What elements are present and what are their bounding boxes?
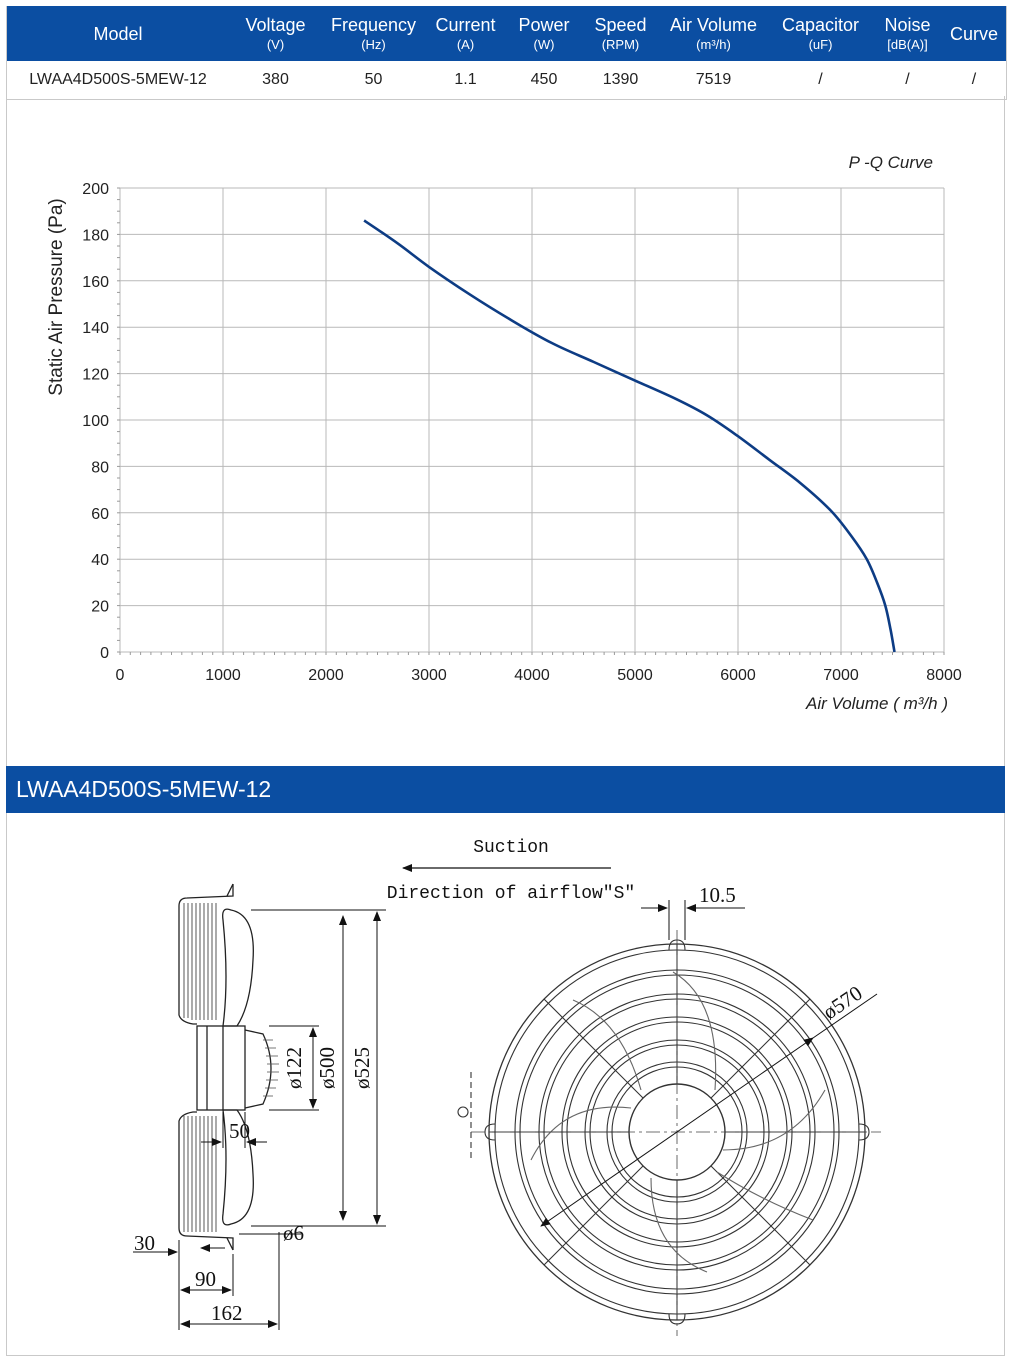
header-air-volume: Air Volume (m³/h) (669, 15, 758, 52)
cell-voltage: 380 (262, 71, 289, 88)
x-tick-label: 0 (116, 667, 125, 684)
dim-w50: 50 (229, 1119, 250, 1143)
dim-d6: ø6 (283, 1221, 304, 1245)
pq-curve-line (363, 219, 896, 653)
y-tick-label: 80 (91, 459, 109, 476)
dimension-drawing-panel: Suction Direction of airflow"S" (6, 813, 1005, 1356)
y-tick-label: 180 (82, 227, 109, 244)
y-tick-label: 200 (82, 181, 109, 198)
cell-model: LWAA4D500S-5MEW-12 (29, 71, 207, 88)
x-tick-label: 5000 (617, 667, 653, 684)
cell-noise: / (905, 71, 910, 88)
y-tick-label: 140 (82, 320, 109, 337)
y-tick-label: 160 (82, 274, 109, 291)
cell-current: 1.1 (454, 71, 477, 88)
chart-title: P -Q Curve (849, 153, 933, 172)
y-tick-label: 40 (91, 552, 109, 569)
header-curve: Curve (949, 23, 998, 44)
cell-frequency: 50 (364, 71, 383, 88)
x-tick-label: 1000 (205, 667, 241, 684)
x-tick-label: 6000 (720, 667, 756, 684)
dim-d122: ø122 (282, 1047, 306, 1089)
y-tick-label: 20 (91, 599, 109, 616)
x-tick-label: 8000 (926, 667, 962, 684)
y-tick-label: 100 (82, 413, 109, 430)
table-row: LWAA4D500S-5MEW-12 380 50 1.1 450 1390 7… (7, 61, 1006, 100)
dim-w90: 90 (195, 1267, 216, 1291)
header-voltage: Voltage (V) (245, 15, 306, 52)
header-noise: Noise [dB(A)] (884, 15, 931, 52)
header-speed: Speed (RPM) (594, 15, 647, 52)
x-tick-label: 4000 (514, 667, 550, 684)
x-tick-label: 7000 (823, 667, 859, 684)
section-title: LWAA4D500S-5MEW-12 (6, 766, 1005, 813)
dim-w10-5: 10.5 (699, 883, 736, 907)
y-tick-label: 60 (91, 506, 109, 523)
spec-table-header: Model Voltage (V) Frequency (Hz) Current (A… (7, 6, 1006, 61)
pq-chart-panel: 0 1000 2000 3000 4000 5000 6000 7000 8000 0 20 40 60… (6, 96, 1005, 766)
cell-power: 450 (530, 71, 558, 88)
dim-d500: ø500 (315, 1047, 339, 1089)
fan-side-view (178, 883, 279, 1251)
dim-d525: ø525 (350, 1047, 374, 1089)
x-tick-label: 2000 (308, 667, 344, 684)
airflow-direction-label: Direction of airflow"S" (387, 884, 635, 904)
cell-air-volume: 7519 (695, 71, 732, 88)
y-tick-label: 0 (100, 645, 109, 662)
cell-speed: 1390 (602, 71, 639, 88)
y-axis-title: Static Air Pressure (Pa) (46, 198, 67, 395)
header-frequency: Frequency (Hz) (330, 15, 417, 52)
header-model: Model (93, 23, 143, 44)
spec-table: Model Voltage (V) Frequency (Hz) Current (A… (6, 6, 1007, 100)
dim-w162: 162 (211, 1301, 243, 1325)
header-power: Power (W) (518, 15, 570, 52)
pq-chart: 0 1000 2000 3000 4000 5000 6000 7000 8000 0 20 40 60… (46, 153, 962, 713)
header-current: Current (A) (435, 15, 496, 52)
x-tick-label: 3000 (411, 667, 447, 684)
x-axis-title: Air Volume ( m³/h ) (805, 694, 948, 713)
suction-label: Suction (473, 838, 549, 858)
dim-w30: 30 (134, 1231, 155, 1255)
header-capacitor: Capacitor (uF) (781, 15, 860, 52)
y-tick-label: 120 (82, 367, 109, 384)
cell-curve: / (971, 71, 977, 88)
cell-capacitor: / (818, 71, 823, 88)
